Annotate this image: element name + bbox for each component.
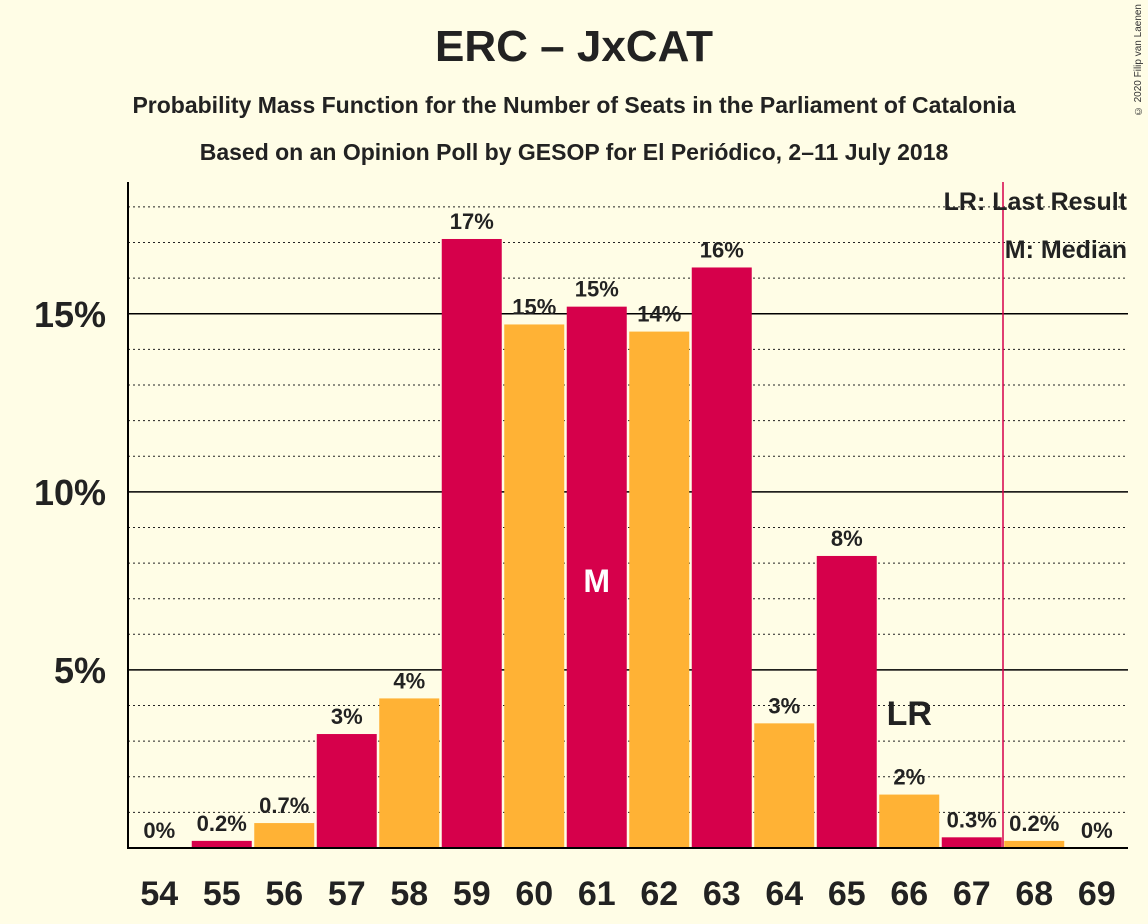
x-tick-label: 66 bbox=[890, 875, 928, 913]
bar-value-label: 3% bbox=[768, 693, 800, 718]
x-tick-label: 56 bbox=[265, 875, 303, 913]
chart-subtitle: Probability Mass Function for the Number… bbox=[132, 92, 1016, 118]
last-result-marker: LR bbox=[887, 695, 932, 733]
x-tick-label: 58 bbox=[390, 875, 428, 913]
x-tick-label: 64 bbox=[765, 875, 803, 913]
bar-value-label: 0.3% bbox=[947, 807, 997, 832]
chart-title: ERC – JxCAT bbox=[435, 22, 713, 71]
chart-subtitle-source: Based on an Opinion Poll by GESOP for El… bbox=[199, 139, 949, 165]
legend-entry: M: Median bbox=[1005, 236, 1127, 264]
x-tick-label: 59 bbox=[453, 875, 491, 913]
bar-57 bbox=[316, 734, 377, 848]
x-tick-label: 61 bbox=[578, 875, 616, 913]
bar-value-label: 8% bbox=[831, 526, 863, 551]
bar-value-label: 17% bbox=[450, 209, 494, 234]
bar-value-label: 0.7% bbox=[259, 793, 309, 818]
bar-value-label: 15% bbox=[512, 294, 556, 319]
x-tick-label: 63 bbox=[703, 875, 741, 913]
bar-62 bbox=[629, 331, 690, 848]
bar-value-label: 4% bbox=[393, 668, 425, 693]
bar-value-label: 2% bbox=[893, 765, 925, 790]
x-tick-label: 68 bbox=[1015, 875, 1053, 913]
x-tick-label: 55 bbox=[203, 875, 241, 913]
bar-65 bbox=[816, 555, 877, 848]
bar-value-label: 15% bbox=[575, 277, 619, 302]
legend-entry: LR: Last Result bbox=[944, 188, 1128, 216]
bar-66 bbox=[879, 794, 940, 848]
bar-60 bbox=[504, 324, 565, 848]
bar-61 bbox=[566, 306, 627, 848]
bar-64 bbox=[754, 723, 815, 848]
bar-63 bbox=[691, 267, 752, 848]
x-tick-label: 54 bbox=[140, 875, 178, 913]
bar-value-label: 3% bbox=[331, 704, 363, 729]
median-marker: M bbox=[583, 563, 610, 599]
bar-value-label: 16% bbox=[700, 237, 744, 262]
bar-67 bbox=[941, 837, 1002, 848]
x-tick-label: 65 bbox=[828, 875, 866, 913]
bar-value-label: 0% bbox=[143, 818, 175, 843]
y-tick-label: 10% bbox=[34, 472, 106, 513]
bar-value-label: 0.2% bbox=[1009, 811, 1059, 836]
bar-value-label: 0.2% bbox=[197, 811, 247, 836]
y-tick-label: 5% bbox=[54, 650, 106, 691]
x-tick-label: 69 bbox=[1078, 875, 1116, 913]
x-tick-label: 60 bbox=[515, 875, 553, 913]
bar-58 bbox=[379, 698, 440, 848]
bar-68 bbox=[1004, 840, 1065, 848]
x-tick-label: 67 bbox=[953, 875, 991, 913]
bar-56 bbox=[254, 823, 315, 848]
y-tick-label: 15% bbox=[34, 294, 106, 335]
x-tick-label: 62 bbox=[640, 875, 678, 913]
bar-value-label: 0% bbox=[1081, 818, 1113, 843]
x-tick-label: 57 bbox=[328, 875, 366, 913]
bar-59 bbox=[441, 238, 502, 849]
bar-55 bbox=[191, 840, 252, 848]
bar-value-label: 14% bbox=[637, 302, 681, 327]
